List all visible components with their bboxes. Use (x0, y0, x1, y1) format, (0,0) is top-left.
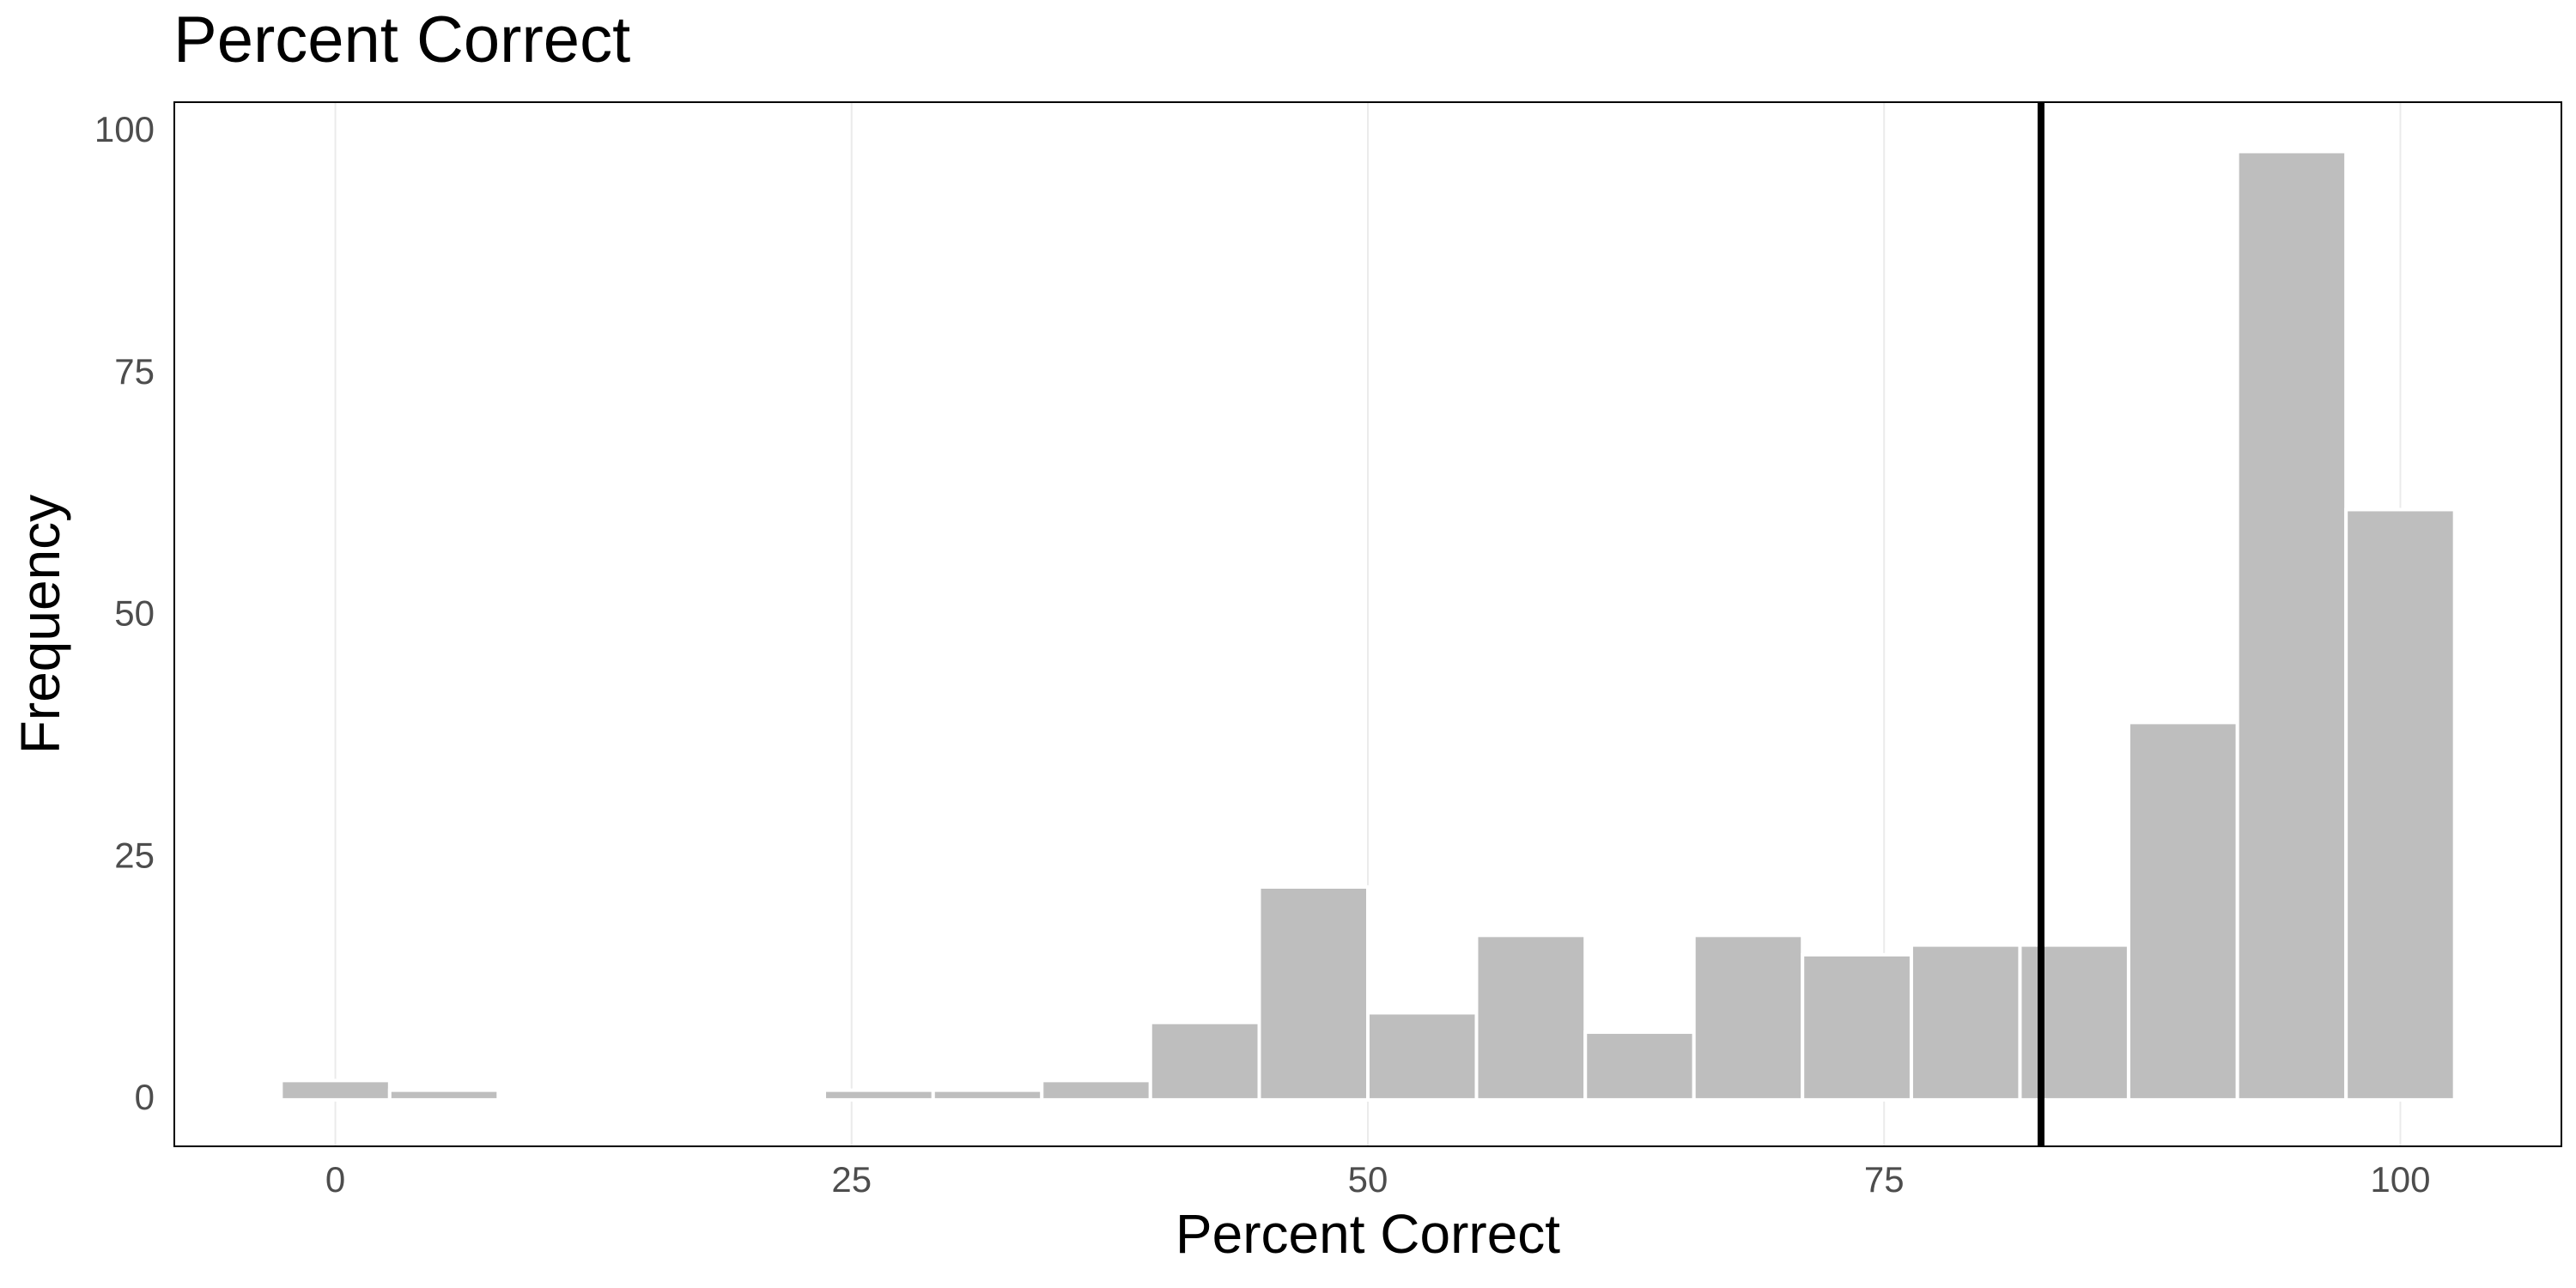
y-tick-label: 75 (114, 351, 155, 392)
x-axis-title: Percent Correct (1176, 1203, 1560, 1265)
x-tick-label: 0 (325, 1159, 345, 1200)
y-axis-title: Frequency (9, 495, 71, 754)
bar (1366, 1011, 1479, 1102)
y-tick-label: 50 (114, 593, 155, 634)
x-tick-label: 50 (1348, 1159, 1388, 1200)
x-tick-label: 25 (831, 1159, 872, 1200)
bar (2344, 507, 2457, 1102)
bar (1474, 933, 1588, 1102)
bar (2126, 720, 2239, 1102)
bar (1801, 952, 1913, 1102)
y-tick-label: 25 (114, 835, 155, 875)
x-tick-label: 100 (2370, 1159, 2430, 1200)
bar (2235, 149, 2348, 1102)
bar (1257, 884, 1370, 1102)
chart-title: Percent Correct (173, 3, 630, 76)
y-tick-label: 0 (135, 1077, 155, 1117)
bar (279, 1078, 392, 1102)
bar (1148, 1020, 1261, 1102)
x-tick-label: 75 (1864, 1159, 1905, 1200)
panel-border (173, 101, 2562, 1147)
bar (2018, 943, 2130, 1102)
bar (1040, 1078, 1152, 1102)
bar (387, 1088, 501, 1102)
bar (1692, 933, 1805, 1102)
bar (1909, 943, 2022, 1102)
y-tick-label: 100 (94, 109, 155, 149)
bar (823, 1088, 935, 1102)
bar (1583, 1030, 1696, 1102)
bar (931, 1088, 1044, 1102)
